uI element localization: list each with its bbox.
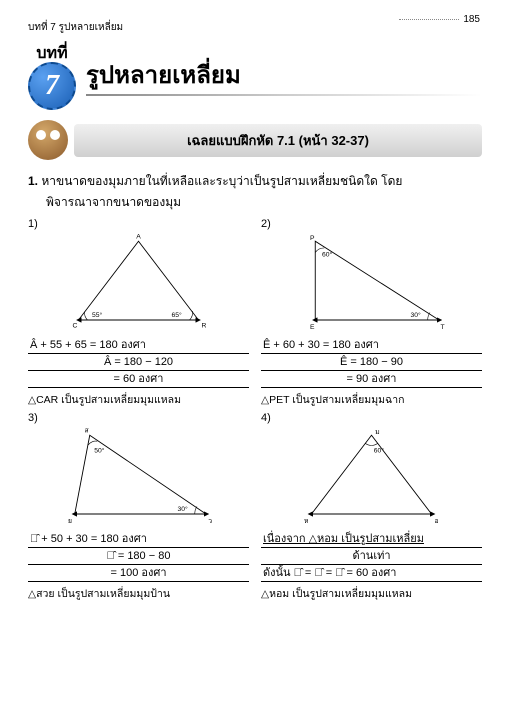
question-text: หาขนาดของมุมภายในที่เหลือและระบุว่าเป็นร… bbox=[41, 174, 402, 188]
svg-text:อ: อ bbox=[435, 518, 439, 525]
work-line: = 90 องศา bbox=[261, 371, 482, 388]
conclusion: △CAR เป็นรูปสามเหลี่ยมมุมแหลม bbox=[28, 391, 249, 408]
question-block: 1. หาขนาดของมุมภายในที่เหลือและระบุว่าเป… bbox=[28, 172, 482, 212]
chapter-badge: 7 bbox=[28, 62, 76, 110]
title-underline bbox=[86, 94, 482, 96]
problems-grid: 1) A C R 55° 65° Â + 55 + 65 = 180 องศา … bbox=[28, 218, 482, 602]
owl-icon bbox=[28, 120, 68, 160]
svg-text:50°: 50° bbox=[94, 447, 105, 455]
work-line: ย̂ = 180 − 80 bbox=[28, 548, 249, 565]
work-line: ด้านเท่า bbox=[261, 548, 482, 565]
work-line: เนื่องจาก △หอม เป็นรูปสามเหลี่ยม bbox=[261, 531, 482, 548]
conclusion: △PET เป็นรูปสามเหลี่ยมมุมฉาก bbox=[261, 391, 482, 408]
problem-label: 3) bbox=[28, 412, 249, 424]
chapter-header: บทที่ 7 รูปหลายเหลี่ยม bbox=[28, 41, 482, 110]
svg-text:ส: ส bbox=[85, 427, 89, 434]
svg-text:A: A bbox=[136, 233, 141, 240]
problem-4: 4) ม ห อ 60° เนื่องจาก △หอม เป็นรูปสามเห… bbox=[261, 412, 482, 602]
work-line: = 60 องศา bbox=[28, 371, 249, 388]
work-line: ย̂ + 50 + 30 = 180 องศา bbox=[28, 531, 249, 548]
work-lines: ย̂ + 50 + 30 = 180 องศา ย̂ = 180 − 80 = … bbox=[28, 531, 249, 582]
svg-text:C: C bbox=[73, 323, 78, 330]
svg-text:30°: 30° bbox=[411, 311, 422, 319]
work-lines: Â + 55 + 65 = 180 องศา Â = 180 − 120 = 6… bbox=[28, 337, 249, 388]
page-number: 185 bbox=[399, 14, 480, 25]
triangle-diagram: ม ห อ 60° bbox=[261, 424, 482, 529]
problem-label: 1) bbox=[28, 218, 249, 230]
triangle-diagram: A C R 55° 65° bbox=[28, 230, 249, 335]
exercise-header: เฉลยแบบฝึกหัด 7.1 (หน้า 32-37) bbox=[28, 120, 482, 160]
conclusion: △สวย เป็นรูปสามเหลี่ยมมุมป้าน bbox=[28, 585, 249, 602]
svg-text:65°: 65° bbox=[172, 311, 183, 319]
svg-text:ม: ม bbox=[375, 429, 379, 436]
work-line: ดังนั้น ห̂ = อ̂ = ม̂ = 60 องศา bbox=[261, 565, 482, 582]
question-number: 1. bbox=[28, 174, 38, 188]
problem-2: 2) P E T 60° 30° Ê + 60 + 30 = 180 องศา … bbox=[261, 218, 482, 408]
svg-text:60°: 60° bbox=[322, 250, 333, 258]
question-subtext: พิจารณาจากขนาดของมุม bbox=[46, 193, 482, 212]
svg-text:T: T bbox=[441, 324, 445, 331]
problem-3: 3) ส ย ว 50° 30° ย̂ + 50 + 30 = 180 องศา… bbox=[28, 412, 249, 602]
work-line: Ê + 60 + 30 = 180 องศา bbox=[261, 337, 482, 354]
triangle-diagram: ส ย ว 50° 30° bbox=[28, 424, 249, 529]
svg-text:ห: ห bbox=[304, 518, 308, 525]
work-line: Ê = 180 − 90 bbox=[261, 354, 482, 371]
svg-text:30°: 30° bbox=[178, 505, 189, 513]
svg-text:55°: 55° bbox=[92, 311, 103, 319]
svg-text:ย: ย bbox=[68, 518, 72, 525]
problem-1: 1) A C R 55° 65° Â + 55 + 65 = 180 องศา … bbox=[28, 218, 249, 408]
triangle-diagram: P E T 60° 30° bbox=[261, 230, 482, 335]
work-lines: Ê + 60 + 30 = 180 องศา Ê = 180 − 90 = 90… bbox=[261, 337, 482, 388]
exercise-banner: เฉลยแบบฝึกหัด 7.1 (หน้า 32-37) bbox=[74, 124, 482, 157]
work-line: Â = 180 − 120 bbox=[28, 354, 249, 371]
chapter-title: รูปหลายเหลี่ยม bbox=[86, 55, 482, 94]
svg-text:ว: ว bbox=[208, 518, 212, 525]
work-line: = 100 องศา bbox=[28, 565, 249, 582]
work-lines: เนื่องจาก △หอม เป็นรูปสามเหลี่ยม ด้านเท่… bbox=[261, 531, 482, 582]
svg-text:R: R bbox=[202, 323, 207, 330]
svg-text:P: P bbox=[310, 235, 315, 242]
work-line: Â + 55 + 65 = 180 องศา bbox=[28, 337, 249, 354]
conclusion: △หอม เป็นรูปสามเหลี่ยมมุมแหลม bbox=[261, 585, 482, 602]
svg-text:E: E bbox=[310, 324, 315, 331]
svg-text:60°: 60° bbox=[374, 447, 385, 455]
problem-label: 2) bbox=[261, 218, 482, 230]
problem-label: 4) bbox=[261, 412, 482, 424]
